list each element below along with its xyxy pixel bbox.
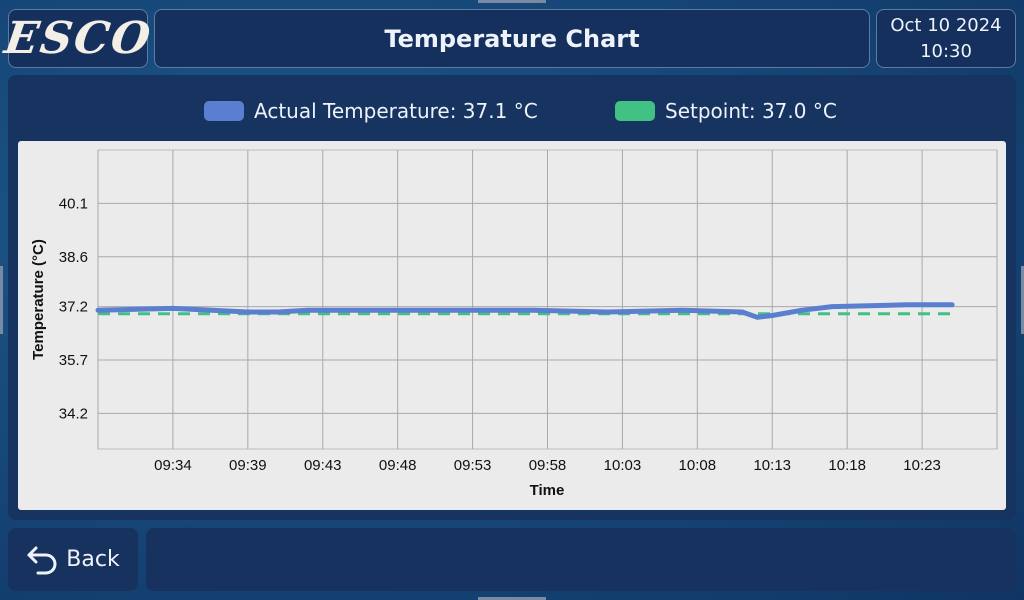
y-tick-label: 35.7 [59,352,88,369]
esco-logo: ESCO [1,13,155,64]
legend-label-setpoint: Setpoint: 37.0 °C [665,99,837,123]
x-tick-label: 10:03 [604,457,642,474]
actual-temperature-line [95,302,955,320]
datetime-display: Oct 10 2024 10:30 [876,9,1016,68]
x-tick-label: 09:53 [454,457,492,474]
back-button[interactable]: Back [8,528,138,591]
left-edge-handle [0,266,3,334]
x-tick-label: 09:43 [304,457,342,474]
right-edge-handle [1021,266,1024,334]
temperature-chart: 40.1 38.6 37.2 35.7 34.2 09:34 09:39 09:43 09:48… [30,149,998,499]
legend-swatch-setpoint [615,101,655,121]
y-axis-title: Temperature (°C) [30,239,47,360]
y-tick-label: 40.1 [59,195,88,212]
title-bar: Temperature Chart [154,9,870,68]
x-tick-label: 09:39 [229,457,267,474]
x-tick-label: 10:08 [679,457,717,474]
legend-item-setpoint: Setpoint: 37.0 °C [615,88,837,134]
chart-area: 40.1 38.6 37.2 35.7 34.2 09:34 09:39 09:43 09:48… [18,141,1006,510]
y-tick-label: 37.2 [59,299,88,316]
chart-legend: Actual Temperature: 37.1 °C Setpoint: 37… [0,88,1024,134]
x-tick-label: 09:48 [379,457,417,474]
y-tick-label: 38.6 [59,249,88,266]
page-title: Temperature Chart [384,24,640,53]
x-tick-label: 09:34 [154,457,192,474]
x-tick-label: 10:23 [903,457,941,474]
logo-box: ESCO [1,9,155,68]
x-axis-title: Time [530,482,565,499]
bottom-edge-handle [478,597,546,600]
top-edge-handle [478,0,546,3]
y-tick-label: 34.2 [59,405,88,422]
time-text: 10:30 [920,40,972,62]
x-tick-label: 10:13 [753,457,791,474]
legend-item-actual: Actual Temperature: 37.1 °C [204,88,538,134]
back-arrow-icon [27,546,57,574]
back-button-label: Back [66,547,120,572]
legend-swatch-actual [204,101,244,121]
x-tick-label: 10:18 [828,457,866,474]
date-text: Oct 10 2024 [890,14,1002,36]
status-bar [146,528,1016,591]
legend-label-actual: Actual Temperature: 37.1 °C [254,99,538,123]
x-tick-label: 09:58 [529,457,567,474]
